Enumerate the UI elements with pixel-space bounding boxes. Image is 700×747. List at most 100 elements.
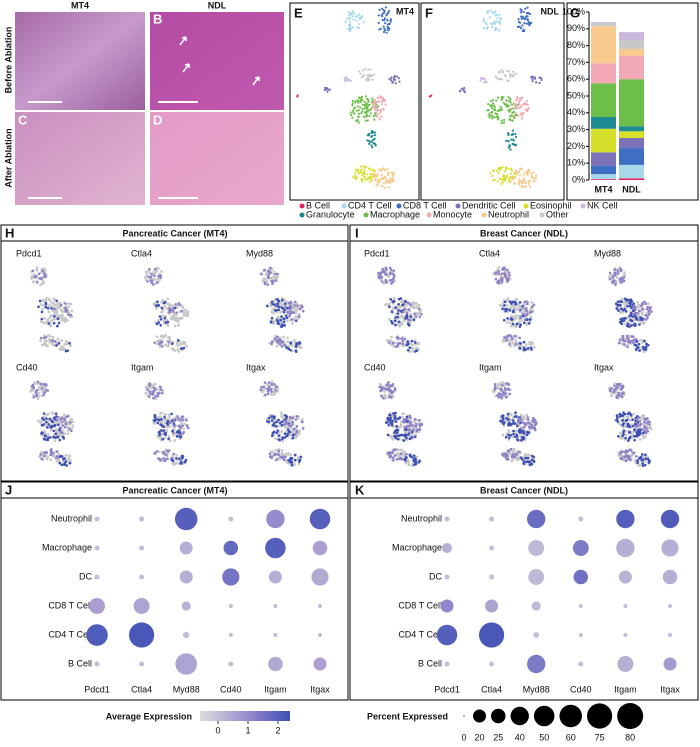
cell-point xyxy=(507,431,511,434)
cell-point xyxy=(489,22,492,25)
cell-point xyxy=(294,319,298,323)
cell-point xyxy=(489,172,492,175)
cell-point xyxy=(628,430,632,434)
cell-point xyxy=(176,320,180,324)
cell-point xyxy=(38,299,42,303)
cell-point xyxy=(163,413,167,417)
cell-point xyxy=(623,425,627,428)
cell-point xyxy=(259,272,263,275)
cell-point xyxy=(182,309,185,313)
cell-point xyxy=(40,343,44,347)
dot xyxy=(616,538,635,558)
cell-point xyxy=(182,340,185,344)
cell-point xyxy=(277,434,280,437)
cell-point xyxy=(528,460,532,464)
cell-point xyxy=(152,283,155,286)
cell-point xyxy=(149,275,153,279)
cell-point xyxy=(162,319,166,323)
cell-point xyxy=(530,454,534,458)
cell-point xyxy=(393,388,397,392)
legend-label: Monocyte xyxy=(433,209,472,219)
cell-point xyxy=(406,422,410,425)
cell-point xyxy=(626,322,630,326)
cell-point xyxy=(346,78,350,81)
cell-point xyxy=(501,68,504,72)
cell-point xyxy=(68,427,71,430)
cell-point xyxy=(185,419,188,422)
cell-point xyxy=(498,108,501,112)
cell-point xyxy=(368,73,371,77)
cell-point xyxy=(297,315,301,318)
cell-point xyxy=(271,302,274,306)
cell-point xyxy=(298,307,302,311)
dot xyxy=(265,537,286,559)
cell-point xyxy=(620,297,624,301)
cell-point xyxy=(284,314,288,317)
cell-point xyxy=(68,454,71,458)
cell-point xyxy=(278,305,281,309)
cell-point xyxy=(410,339,414,343)
cell-point xyxy=(618,394,622,398)
cell-point xyxy=(281,416,285,420)
cell-point xyxy=(405,456,408,459)
cell-point xyxy=(500,119,503,122)
cell-point xyxy=(66,420,70,424)
cell-point xyxy=(271,434,274,437)
dot xyxy=(86,624,108,646)
dot xyxy=(527,654,546,674)
cell-point xyxy=(344,76,347,80)
cell-point xyxy=(155,281,159,284)
cell-point xyxy=(268,385,271,389)
dot xyxy=(94,661,100,667)
cell-point xyxy=(382,167,385,170)
bar-segment xyxy=(591,26,616,64)
cell-point xyxy=(54,340,57,343)
cell-point xyxy=(292,338,296,342)
cell-point xyxy=(626,422,630,426)
cell-point xyxy=(42,412,46,415)
cell-point xyxy=(505,339,508,342)
cell-point xyxy=(281,436,285,439)
panel-title: Pancreatic Cancer (MT4) xyxy=(122,485,227,495)
cell-point xyxy=(638,437,642,441)
cell-point xyxy=(404,317,407,320)
tick-label: 0 xyxy=(461,732,466,742)
cell-point xyxy=(46,413,50,416)
cell-point xyxy=(173,306,177,310)
cell-point xyxy=(372,131,375,134)
cell-point xyxy=(392,449,396,452)
cell-point xyxy=(514,175,517,179)
cell-point xyxy=(628,334,632,338)
cell-point xyxy=(58,461,62,465)
dot xyxy=(444,574,450,580)
cell-point xyxy=(509,335,513,338)
cell-point xyxy=(150,273,154,276)
dot xyxy=(182,631,190,639)
cell-point xyxy=(371,97,374,100)
cell-point xyxy=(362,115,366,118)
cell-point xyxy=(184,308,188,312)
cell-point xyxy=(293,462,297,466)
panel-letter: I xyxy=(355,225,359,240)
cell-point xyxy=(538,81,541,84)
cell-point xyxy=(646,302,650,306)
cell-point xyxy=(54,432,58,436)
dot xyxy=(573,569,589,585)
cell-point xyxy=(642,300,646,304)
cell-point xyxy=(643,339,646,343)
cell-point xyxy=(412,318,416,322)
cell-point xyxy=(175,342,179,346)
cell-point xyxy=(414,425,417,428)
cell-point xyxy=(49,453,53,457)
cell-point xyxy=(281,324,284,328)
cell-point xyxy=(412,457,416,461)
dot xyxy=(444,661,450,667)
cell-point xyxy=(269,450,273,454)
cell-point xyxy=(30,275,34,279)
cell-point xyxy=(648,426,652,430)
cell-point xyxy=(377,271,380,275)
cell-point xyxy=(37,391,41,395)
cell-point xyxy=(486,11,489,15)
cell-point xyxy=(397,341,401,345)
cell-point xyxy=(387,381,390,384)
